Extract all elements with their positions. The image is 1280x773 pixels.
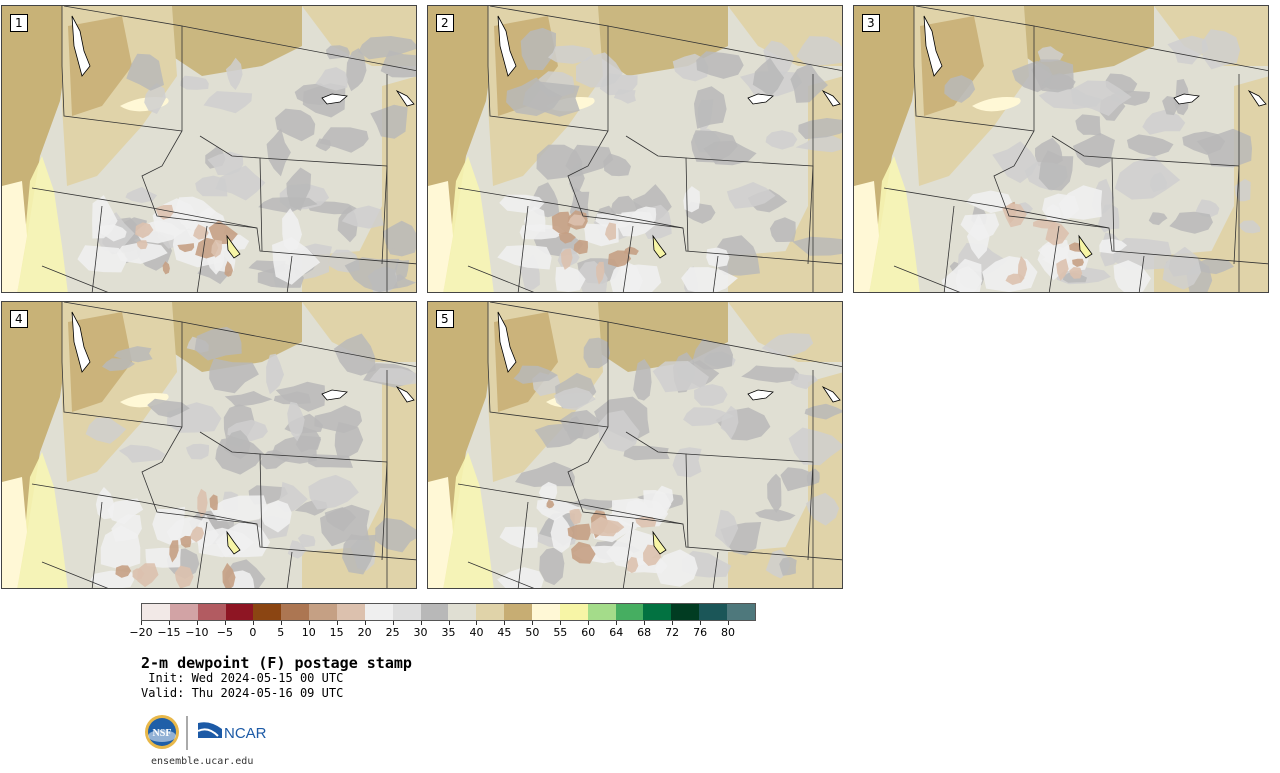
colorbar-tick xyxy=(392,621,394,625)
colorbar-tick xyxy=(224,621,226,625)
nsf-logo-icon: NSF xyxy=(145,715,179,749)
colorbar-tick-label: −15 xyxy=(157,626,181,639)
chart-title: 2-m dewpoint (F) postage stamp xyxy=(141,654,412,672)
colorbar-tick-label: −20 xyxy=(129,626,153,639)
colorbar-swatch xyxy=(504,604,533,620)
colorbar-tick-label: 50 xyxy=(525,626,540,639)
colorbar-swatch xyxy=(448,604,477,620)
colorbar-tick-label: 30 xyxy=(413,626,428,639)
colorbar-swatch xyxy=(142,604,170,620)
logos: NSF NCAR xyxy=(145,715,267,750)
map-panel-3[interactable]: 3 xyxy=(853,5,1269,293)
valid-time: Valid: Thu 2024-05-16 09 UTC xyxy=(141,686,344,700)
colorbar-swatch xyxy=(727,604,755,620)
colorbar-tick xyxy=(588,621,590,625)
colorbar-tick xyxy=(560,621,562,625)
colorbar-swatch xyxy=(309,604,338,620)
colorbar-tick xyxy=(308,621,310,625)
dewpoint-map xyxy=(428,302,842,588)
colorbar-swatch xyxy=(615,604,644,620)
colorbar-tick xyxy=(252,621,254,625)
colorbar-tick-label: 0 xyxy=(249,626,257,639)
colorbar-tick xyxy=(448,621,450,625)
map-panel-2[interactable]: 2 xyxy=(427,5,843,293)
colorbar-tick-label: 55 xyxy=(553,626,568,639)
colorbar-tick-label: 76 xyxy=(693,626,708,639)
colorbar-tick xyxy=(644,621,646,625)
colorbar-tick-label: 64 xyxy=(609,626,624,639)
panel-number-label: 3 xyxy=(862,14,880,32)
colorbar-tick xyxy=(280,621,282,625)
colorbar-tick-label: 15 xyxy=(329,626,344,639)
colorbar-tick-label: 10 xyxy=(301,626,316,639)
panel-number-label: 2 xyxy=(436,14,454,32)
colorbar-tick-label: 72 xyxy=(665,626,680,639)
colorbar-tick-label: 5 xyxy=(277,626,285,639)
colorbar-tick-label: 25 xyxy=(385,626,400,639)
colorbar-swatch xyxy=(364,604,393,620)
colorbar-swatch xyxy=(253,604,282,620)
dewpoint-map xyxy=(854,6,1268,292)
colorbar-tick xyxy=(700,621,702,625)
colorbar-swatch xyxy=(281,604,310,620)
colorbar-tick-label: 35 xyxy=(441,626,456,639)
colorbar-tick-label: −5 xyxy=(216,626,233,639)
colorbar-tick-label: 45 xyxy=(497,626,512,639)
colorbar-swatch xyxy=(420,604,449,620)
colorbar-tick xyxy=(532,621,534,625)
ncar-logo-text: NCAR xyxy=(224,725,267,742)
colorbar-swatch xyxy=(671,604,700,620)
colorbar-swatch xyxy=(699,604,728,620)
colorbar-tick xyxy=(728,621,730,625)
colorbar-tick xyxy=(336,621,338,625)
colorbar-swatch xyxy=(225,604,254,620)
init-time: Init: Wed 2024-05-15 00 UTC xyxy=(141,671,344,685)
colorbar-swatch xyxy=(197,604,226,620)
colorbar-tick xyxy=(364,621,366,625)
colorbar-tick-label: 60 xyxy=(581,626,596,639)
colorbar-tick-label: 68 xyxy=(637,626,652,639)
colorbar-tick-label: 80 xyxy=(721,626,736,639)
panel-number-label: 5 xyxy=(436,310,454,328)
colorbar-tick xyxy=(504,621,506,625)
colorbar-swatch xyxy=(337,604,365,620)
colorbar-tick xyxy=(141,621,142,625)
panel-number-label: 1 xyxy=(10,14,28,32)
colorbar-tick xyxy=(196,621,198,625)
colorbar-swatch xyxy=(169,604,198,620)
colorbar-tick xyxy=(616,621,618,625)
map-panel-4[interactable]: 4 xyxy=(1,301,417,589)
dewpoint-colorbar xyxy=(141,603,756,621)
colorbar-swatch xyxy=(476,604,505,620)
colorbar-tick-label: −10 xyxy=(185,626,209,639)
map-panel-1[interactable]: 1 xyxy=(1,5,417,293)
colorbar-swatch xyxy=(559,604,588,620)
colorbar-swatch xyxy=(643,604,672,620)
colorbar-tick-labels: −20 −15 −10 −5 0 5 10 15 20 25 30 35 40 45 50 55 60 64 68 7… xyxy=(129,621,756,641)
dewpoint-map xyxy=(428,6,842,292)
ncar-logo-icon: NCAR xyxy=(197,722,267,742)
colorbar-tick-label: 40 xyxy=(469,626,484,639)
nsf-logo-text: NSF xyxy=(153,728,172,739)
colorbar-tick xyxy=(420,621,422,625)
colorbar-tick-label: 20 xyxy=(357,626,372,639)
colorbar-tick xyxy=(476,621,478,625)
colorbar-swatch xyxy=(392,604,421,620)
colorbar-swatch xyxy=(587,604,616,620)
dewpoint-map xyxy=(2,6,416,292)
dewpoint-map xyxy=(2,302,416,588)
map-panel-5[interactable]: 5 xyxy=(427,301,843,589)
colorbar-swatch xyxy=(532,604,560,620)
panel-number-label: 4 xyxy=(10,310,28,328)
colorbar-tick xyxy=(168,621,170,625)
colorbar-tick xyxy=(672,621,674,625)
website-url: ensemble.ucar.edu xyxy=(151,756,254,767)
